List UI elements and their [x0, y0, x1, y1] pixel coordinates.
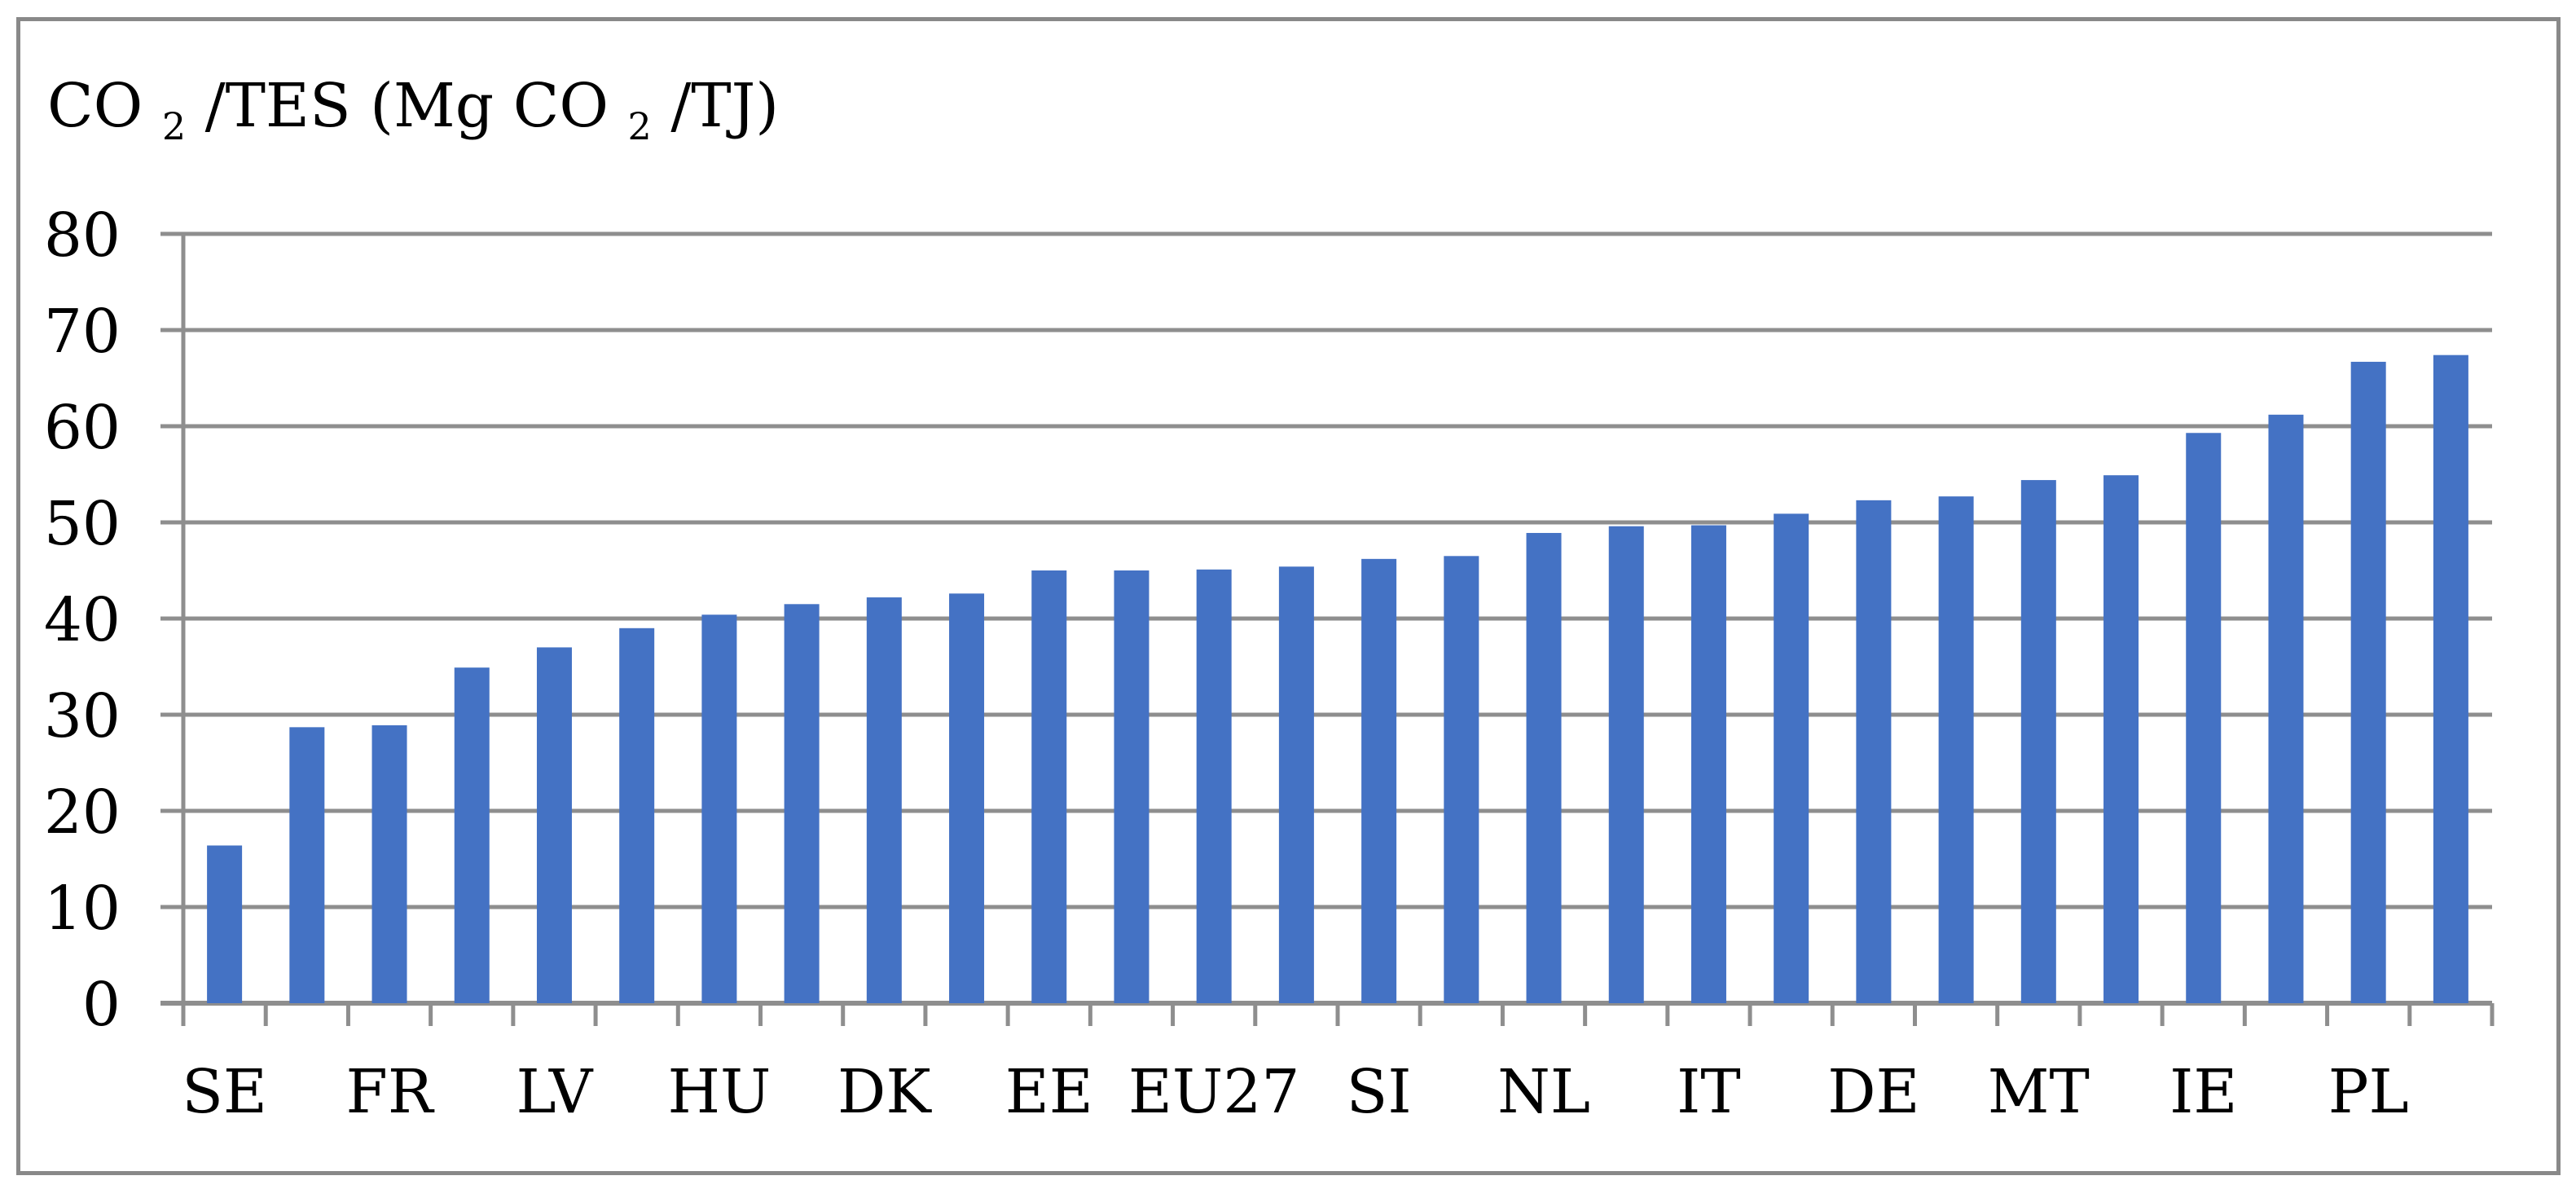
y-tick-label-60: 60: [44, 393, 121, 463]
title-part: /TJ): [670, 71, 779, 141]
y-tick-label-30: 30: [44, 681, 121, 751]
x-label-EE: EE: [1005, 1057, 1093, 1127]
y-tick-label-40: 40: [44, 585, 121, 655]
title-part: CO: [47, 71, 143, 141]
x-label-NL: NL: [1497, 1057, 1590, 1127]
bar-SI: [1361, 558, 1397, 1003]
y-tick-label-10: 10: [44, 874, 121, 944]
gridlines: [160, 231, 2492, 1006]
title-subscript: 2: [628, 104, 652, 148]
x-label-PL: PL: [2328, 1057, 2409, 1127]
bar-EE: [1031, 570, 1067, 1003]
bar-unlabeled-8: [784, 604, 820, 1003]
x-label-HU: HU: [667, 1057, 771, 1127]
bar-FR: [371, 724, 407, 1003]
x-label-DK: DK: [837, 1057, 932, 1127]
bar-series: [207, 354, 2468, 1004]
bar-unlabeled-24: [2103, 475, 2139, 1003]
y-axis-tick-labels: 0 10 20 30 40 50 60 70 80: [44, 200, 121, 1040]
bar-unlabeled-10: [949, 593, 985, 1003]
bar-IE: [2186, 433, 2222, 1003]
bar-DE: [1856, 500, 1892, 1003]
x-label-FR: FR: [346, 1057, 435, 1127]
x-label-LV: LV: [517, 1057, 594, 1127]
bar-unlabeled-6: [619, 628, 655, 1003]
x-label-MT: MT: [1988, 1057, 2090, 1127]
bar-unlabeled-22: [1938, 496, 1974, 1003]
bar-unlabeled-28: [2433, 354, 2468, 1003]
bar-PL: [2350, 361, 2386, 1003]
chart-title: CO 2 /TES (Mg CO 2 /TJ): [47, 71, 779, 154]
bar-DK: [866, 597, 902, 1003]
bar-unlabeled-4: [454, 667, 490, 1003]
bar-EU27: [1196, 569, 1232, 1003]
y-tick-label-80: 80: [44, 200, 121, 271]
bar-unlabeled-26: [2268, 414, 2304, 1004]
x-label-EU27: EU27: [1128, 1057, 1300, 1127]
figure-border: [16, 17, 2561, 1175]
x-label-SE: SE: [182, 1057, 267, 1127]
x-label-IE: IE: [2169, 1057, 2237, 1127]
bar-HU: [701, 614, 737, 1003]
y-tick-label-0: 0: [82, 970, 121, 1040]
x-label-IT: IT: [1677, 1057, 1741, 1127]
bar-unlabeled-12: [1114, 570, 1150, 1003]
y-tick-label-20: 20: [44, 777, 121, 848]
bar-unlabeled-20: [1774, 513, 1809, 1003]
bar-unlabeled-2: [289, 727, 325, 1003]
x-label-DE: DE: [1827, 1057, 1919, 1127]
axes: [181, 232, 2495, 1026]
bar-unlabeled-14: [1278, 566, 1314, 1003]
bar-NL: [1526, 532, 1562, 1003]
bar-unlabeled-18: [1608, 526, 1644, 1003]
y-tick-label-70: 70: [44, 297, 121, 367]
bar-SE: [207, 845, 243, 1003]
x-label-SI: SI: [1347, 1057, 1412, 1127]
bar-unlabeled-16: [1444, 556, 1479, 1003]
x-axis-category-labels: SE FR LV HU DK EE EU27 SI NL IT DE MT IE PL: [182, 1057, 2408, 1127]
title-subscript: 2: [162, 104, 186, 148]
bar-IT: [1690, 525, 1726, 1003]
bar-LV: [536, 647, 572, 1003]
bar-MT: [2020, 480, 2056, 1003]
y-tick-label-50: 50: [44, 489, 121, 559]
title-part: /TES (Mg CO: [205, 71, 609, 141]
